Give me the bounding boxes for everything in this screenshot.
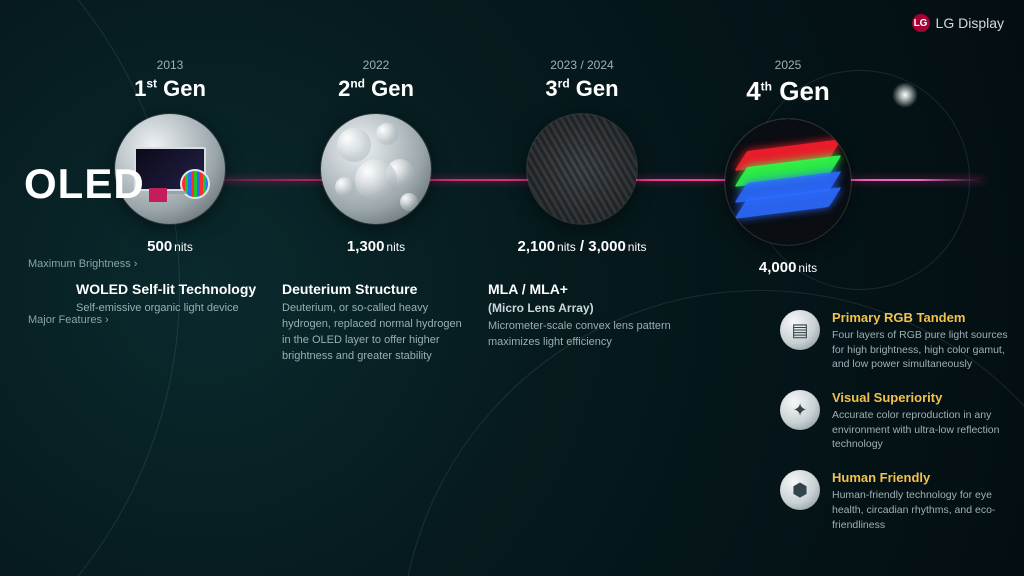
feature-block: Deuterium Structure Deuterium, or so-call… — [276, 281, 476, 365]
gen4-feature-item: ✦ Visual Superiority Accurate color reprod… — [780, 390, 1010, 452]
gen4-feature-item: ▤ Primary RGB Tandem Four layers of RGB pu… — [780, 310, 1010, 372]
generation-column: 2023 / 2024 3rd Gen 2,100nits / 3,000nits M… — [482, 58, 682, 351]
feature-title: MLA / MLA+ — [488, 281, 676, 297]
gen4-feature-desc: Accurate color reproduction in any envir… — [832, 408, 1010, 452]
rgb-layers-icon — [725, 119, 851, 245]
sparkle-icon: ✦ — [780, 390, 820, 430]
gen4-feature-title: Human Friendly — [832, 470, 1010, 485]
gen-title: 1st Gen — [70, 76, 270, 102]
gen-illustration — [725, 119, 851, 245]
row-label-features: Major Features — [28, 314, 109, 326]
feature-title: WOLED Self-lit Technology — [76, 281, 264, 297]
brightness-value: 4,000nits — [688, 259, 888, 276]
gen-year: 2023 / 2024 — [482, 58, 682, 72]
gen-illustration — [321, 114, 431, 224]
generation-column: 20222nd Gen1,300nitsDeuterium StructureD… — [276, 58, 476, 365]
accent-dot — [149, 188, 167, 202]
page-title: OLED — [24, 160, 167, 208]
generation-column: 2025 4th Gen 4,000nits — [688, 58, 888, 276]
gen4-feature-item: ⬢ Human Friendly Human-friendly technology… — [780, 470, 1010, 532]
layers-icon: ▤ — [780, 310, 820, 350]
brand-name: LG Display — [936, 15, 1004, 31]
gen-illustration — [527, 114, 637, 224]
brightness-value: 500nits — [70, 238, 270, 255]
microlens-icon — [527, 114, 637, 224]
pixel-icon — [180, 169, 210, 199]
gen-title: 4th Gen — [688, 76, 888, 107]
gen4-feature-title: Visual Superiority — [832, 390, 1010, 405]
feature-block: MLA / MLA+ (Micro Lens Array) Micrometer-s… — [482, 281, 682, 351]
gen4-feature-desc: Human-friendly technology for eye health… — [832, 488, 1010, 532]
row-label-brightness: Maximum Brightness — [28, 258, 137, 270]
feature-desc: Micrometer-scale convex lens pattern max… — [488, 319, 676, 351]
shield-eye-icon: ⬢ — [780, 470, 820, 510]
gen-year: 2022 — [276, 58, 476, 72]
gen-year: 2013 — [70, 58, 270, 72]
bubbles-icon — [321, 114, 431, 224]
brand-logo: LG LG Display — [912, 14, 1004, 32]
gen4-feature-list: ▤ Primary RGB Tandem Four layers of RGB pu… — [780, 310, 1010, 550]
gen-title: 2nd Gen — [276, 76, 476, 102]
gen4-feature-title: Primary RGB Tandem — [832, 310, 1010, 325]
feature-block: WOLED Self-lit TechnologySelf-emissive o… — [70, 281, 270, 317]
feature-desc: Deuterium, or so-called heavy hydrogen, … — [282, 301, 470, 365]
brand-badge: LG — [912, 14, 930, 32]
feature-subtitle: (Micro Lens Array) — [488, 301, 676, 315]
gen-title: 3rd Gen — [482, 76, 682, 102]
gen-year: 2025 — [688, 58, 888, 72]
gen4-feature-desc: Four layers of RGB pure light sources fo… — [832, 328, 1010, 372]
brightness-value: 2,100nits / 3,000nits — [482, 238, 682, 255]
feature-title: Deuterium Structure — [282, 281, 470, 297]
brightness-value: 1,300nits — [276, 238, 476, 255]
